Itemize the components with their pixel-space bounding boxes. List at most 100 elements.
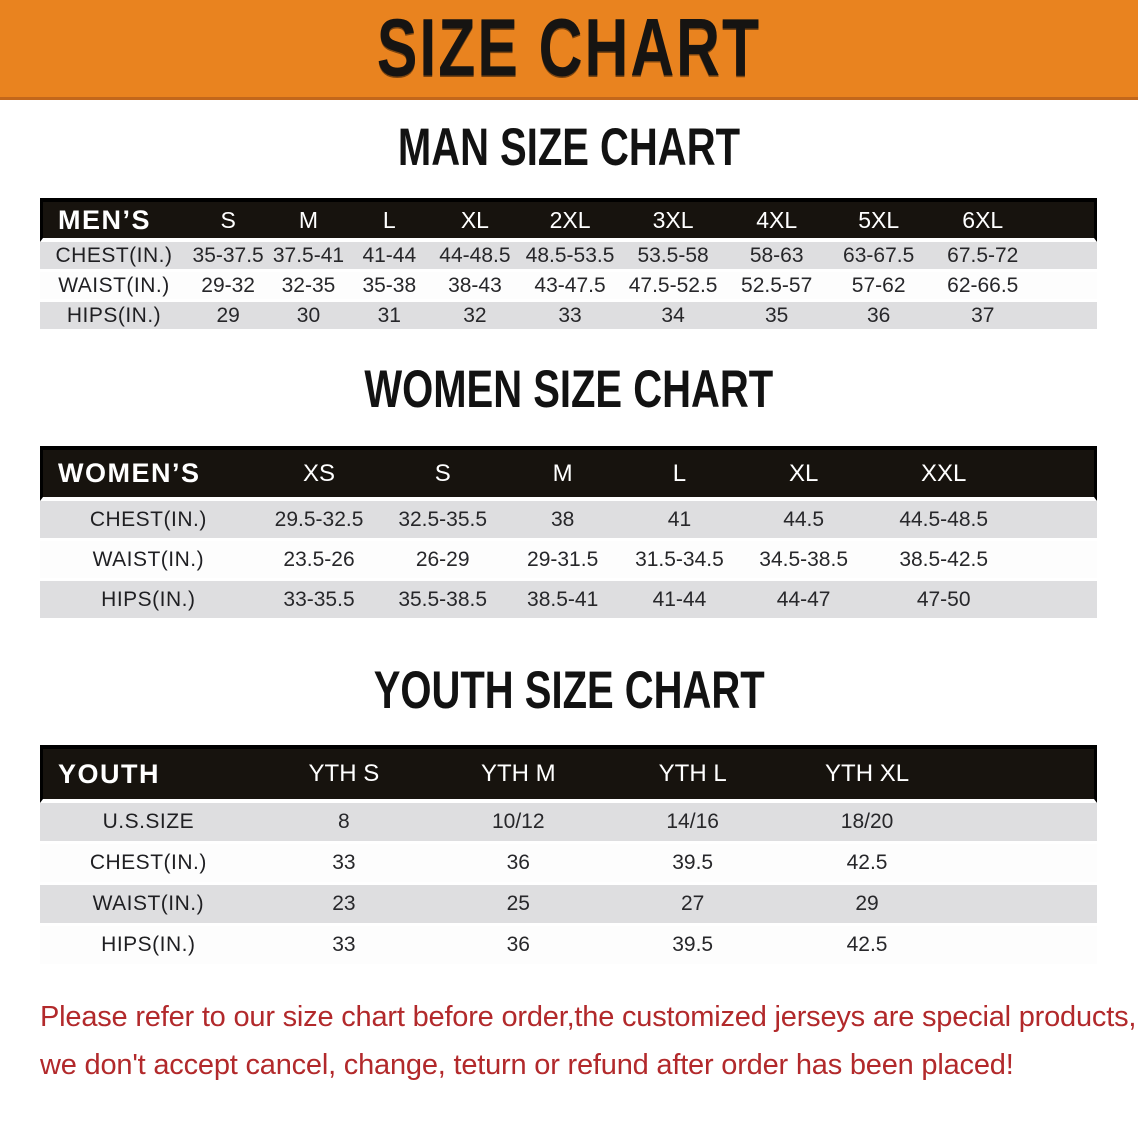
size-column-header: L xyxy=(621,446,738,501)
measurement-row: WAIST(IN.) 23.5-26 26-29 29-31.5 31.5-34.5 34… xyxy=(40,541,1097,581)
size-value-cell: 47.5-52.5 xyxy=(620,272,726,302)
size-column-header: 5XL xyxy=(827,198,930,242)
row-label: WAIST(IN.) xyxy=(40,272,188,302)
size-value-cell: 32-35 xyxy=(268,272,349,302)
measurement-row: CHEST(IN.) 29.5-32.5 32.5-35.5 38 41 44.5 44.5… xyxy=(40,501,1097,541)
size-value-cell: 26-29 xyxy=(381,541,504,581)
size-value-cell: 34.5-38.5 xyxy=(737,541,870,581)
size-value-cell: 29-31.5 xyxy=(504,541,622,581)
size-value-cell: 38 xyxy=(504,501,622,541)
measurement-row: HIPS(IN.) 33-35.5 35.5-38.5 38.5-41 41-44 44-… xyxy=(40,581,1097,621)
disclaimer-line-1: Please refer to our size chart before or… xyxy=(40,1001,1137,1033)
size-value-cell: 44-47 xyxy=(737,581,870,621)
size-value-cell: 35-38 xyxy=(348,272,430,302)
filler-cell xyxy=(1035,242,1097,272)
size-value-cell: 33 xyxy=(256,926,432,967)
size-value-cell: 29 xyxy=(187,302,269,332)
row-label: HIPS(IN.) xyxy=(40,926,257,967)
size-header-row: WOMEN’S XS S M L XL XXL xyxy=(40,446,1097,501)
size-value-cell: 47-50 xyxy=(869,581,1018,621)
size-value-cell: 29 xyxy=(779,885,955,926)
youth-section-heading: YOUTH SIZE CHART xyxy=(373,661,765,721)
size-value-cell: 37 xyxy=(929,302,1036,332)
disclaimer-line-2: we don't accept cancel, change, teturn o… xyxy=(40,1049,1014,1081)
size-value-cell: 42.5 xyxy=(779,844,955,885)
size-column-header: XS xyxy=(256,446,382,501)
filler-cell xyxy=(954,844,1097,885)
size-value-cell: 33 xyxy=(256,844,432,885)
size-column-header: L xyxy=(348,198,430,242)
filler-cell xyxy=(1035,302,1097,332)
women-size-section: WOMEN SIZE CHART WOMEN’S XS S M L XL XXL CHEST… xyxy=(0,360,1138,621)
table-title: MEN’S xyxy=(40,198,188,242)
size-column-header: 6XL xyxy=(929,198,1036,242)
size-value-cell: 38-43 xyxy=(430,272,520,302)
men-size-section: MAN SIZE CHART MEN’S S M L XL 2XL 3XL 4XL 5XL 6XL… xyxy=(0,118,1138,332)
filler-cell xyxy=(1017,581,1097,621)
measurement-row: WAIST(IN.) 29-32 32-35 35-38 38-43 43-47.5 47.… xyxy=(40,272,1097,302)
size-value-cell: 29.5-32.5 xyxy=(256,501,382,541)
women-size-table: WOMEN’S XS S M L XL XXL CHEST(IN.) 29.5-32.5 32.… xyxy=(40,446,1097,621)
size-value-cell: 48.5-53.5 xyxy=(519,242,621,272)
measurement-row: WAIST(IN.) 23 25 27 29 xyxy=(40,885,1097,926)
measurement-row: CHEST(IN.) 35-37.5 37.5-41 41-44 44-48.5 48.5… xyxy=(40,242,1097,272)
size-value-cell: 35 xyxy=(725,302,828,332)
size-column-header: YTH S xyxy=(256,745,432,803)
measurement-row: U.S.SIZE 8 10/12 14/16 18/20 xyxy=(40,803,1097,844)
row-label: WAIST(IN.) xyxy=(40,885,257,926)
size-value-cell: 62-66.5 xyxy=(929,272,1036,302)
size-value-cell: 58-63 xyxy=(725,242,828,272)
size-value-cell: 31.5-34.5 xyxy=(621,541,738,581)
size-value-cell: 34 xyxy=(620,302,726,332)
men-size-table: MEN’S S M L XL 2XL 3XL 4XL 5XL 6XL CHEST(IN.) 35-3… xyxy=(40,198,1097,332)
table-title: WOMEN’S xyxy=(40,446,257,501)
size-value-cell: 44.5 xyxy=(737,501,870,541)
row-label: CHEST(IN.) xyxy=(40,844,257,885)
filler-cell xyxy=(954,926,1097,967)
size-value-cell: 41-44 xyxy=(621,581,738,621)
size-column-header: M xyxy=(268,198,349,242)
filler-cell xyxy=(1035,272,1097,302)
youth-size-section: YOUTH SIZE CHART YOUTH YTH S YTH M YTH L YTH… xyxy=(0,661,1138,967)
size-value-cell: 44-48.5 xyxy=(430,242,520,272)
size-chart-page: SIZE CHART MAN SIZE CHART MEN’S S M L XL 2XL 3… xyxy=(0,0,1138,1089)
size-value-cell: 29-32 xyxy=(187,272,269,302)
size-value-cell: 38.5-41 xyxy=(504,581,622,621)
size-column-header: M xyxy=(504,446,622,501)
size-value-cell: 30 xyxy=(268,302,349,332)
size-value-cell: 37.5-41 xyxy=(268,242,349,272)
size-value-cell: 63-67.5 xyxy=(827,242,930,272)
men-section-heading: MAN SIZE CHART xyxy=(397,118,741,178)
size-column-header: XXL xyxy=(869,446,1018,501)
filler-cell xyxy=(954,803,1097,844)
women-section-heading: WOMEN SIZE CHART xyxy=(364,360,774,420)
size-value-cell: 35-37.5 xyxy=(187,242,269,272)
size-value-cell: 27 xyxy=(605,885,780,926)
size-value-cell: 10/12 xyxy=(431,803,606,844)
size-value-cell: 36 xyxy=(827,302,930,332)
youth-size-table: YOUTH YTH S YTH M YTH L YTH XL U.S.SIZE 8 10/1… xyxy=(40,745,1097,967)
size-value-cell: 43-47.5 xyxy=(519,272,621,302)
size-value-cell: 52.5-57 xyxy=(725,272,828,302)
size-column-header: 4XL xyxy=(725,198,828,242)
filler-cell xyxy=(954,885,1097,926)
filler-cell xyxy=(1017,501,1097,541)
size-value-cell: 41-44 xyxy=(348,242,430,272)
measurement-row: CHEST(IN.) 33 36 39.5 42.5 xyxy=(40,844,1097,885)
filler-cell xyxy=(1017,541,1097,581)
row-label: WAIST(IN.) xyxy=(40,541,257,581)
banner-title: SIZE CHART xyxy=(376,2,762,95)
disclaimer: Please refer to our size chart before or… xyxy=(0,993,1138,1089)
size-value-cell: 38.5-42.5 xyxy=(869,541,1018,581)
size-column-header: XL xyxy=(430,198,520,242)
filler-cell xyxy=(1035,198,1097,242)
size-value-cell: 32.5-35.5 xyxy=(381,501,504,541)
size-column-header: YTH L xyxy=(605,745,780,803)
size-column-header: 3XL xyxy=(620,198,726,242)
size-value-cell: 36 xyxy=(431,926,606,967)
size-value-cell: 25 xyxy=(431,885,606,926)
size-column-header: 2XL xyxy=(519,198,621,242)
row-label: HIPS(IN.) xyxy=(40,581,257,621)
size-value-cell: 42.5 xyxy=(779,926,955,967)
size-value-cell: 39.5 xyxy=(605,926,780,967)
